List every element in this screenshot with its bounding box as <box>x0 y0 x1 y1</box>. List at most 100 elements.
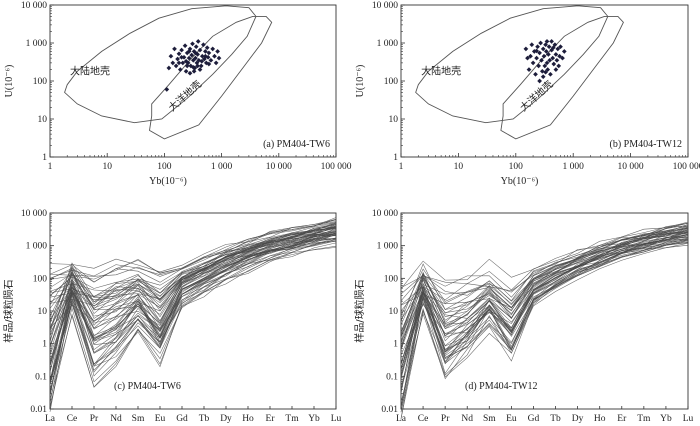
sample-pattern-line <box>400 229 689 346</box>
y-tick-label: 10 000 <box>372 209 398 219</box>
data-point <box>199 58 205 64</box>
data-point <box>186 48 192 54</box>
x-tick-label: Pr <box>441 414 450 424</box>
data-point <box>183 58 189 64</box>
data-point <box>172 46 177 52</box>
sample-pattern-line <box>49 232 337 392</box>
data-point <box>180 60 186 66</box>
data-point <box>547 71 553 77</box>
sample-pattern-line <box>400 235 689 392</box>
sample-pattern-line <box>49 242 337 392</box>
sample-pattern-line <box>49 232 337 334</box>
sample-pattern-line <box>49 223 337 330</box>
sample-pattern-line <box>400 238 689 364</box>
data-point <box>193 44 199 50</box>
data-point <box>197 67 203 73</box>
data-point <box>558 44 563 50</box>
x-tick-label: Sm <box>483 414 496 424</box>
x-tick-label: Nd <box>461 414 473 424</box>
data-point <box>542 63 548 69</box>
data-point <box>166 65 172 71</box>
sample-pattern-line <box>400 224 689 302</box>
panel-label: (a) PM404-TW6 <box>263 139 330 150</box>
data-point <box>191 68 197 74</box>
y-tick-label: 1 000 <box>26 242 48 252</box>
sample-pattern-line <box>400 242 689 419</box>
sample-pattern-line <box>49 245 337 408</box>
y-tick-label: 10 000 <box>21 209 47 219</box>
x-tick-label: 1 <box>399 162 404 172</box>
sample-pattern-line <box>400 231 689 342</box>
sample-pattern-line <box>49 219 337 283</box>
oceanic-crust-label: 大洋地壳 <box>517 78 555 114</box>
data-point <box>545 67 551 73</box>
sample-pattern-line <box>400 221 689 290</box>
sample-pattern-line <box>49 240 337 385</box>
y-tick-label: 1 <box>42 340 47 350</box>
continental-crust-label: 大陆地壳 <box>421 64 461 77</box>
sample-pattern-line <box>400 231 689 350</box>
sample-pattern-line <box>400 225 689 291</box>
data-point <box>193 55 198 61</box>
sample-pattern-line <box>400 230 689 365</box>
data-point <box>544 38 550 44</box>
data-point <box>202 48 208 54</box>
data-point <box>176 51 182 57</box>
data-point <box>213 60 219 66</box>
x-tick-label: Eu <box>506 414 517 424</box>
sample-pattern-line <box>400 227 689 338</box>
data-point <box>176 60 182 66</box>
data-point <box>195 38 201 44</box>
sample-pattern-line <box>49 221 337 273</box>
panel-label: (d) PM404-TW12 <box>465 381 538 392</box>
x-tick-label: 100 000 <box>673 162 700 172</box>
sample-pattern-line <box>400 223 689 326</box>
x-tick-label: La <box>45 414 56 424</box>
data-point <box>204 45 210 51</box>
panel-d-ree-pattern-plot: 0.01 0.1 1 10 100 1 000 10 000 La Ce Pr Nd Sm Eu Gd Tb… <box>353 209 694 424</box>
x-tick-label: Dy <box>220 414 232 424</box>
x-tick-label: Er <box>266 414 276 424</box>
x-tick-label: Er <box>617 414 627 424</box>
y-tick-label: 0.01 <box>381 405 398 415</box>
sample-pattern-line <box>49 232 337 405</box>
y-tick-label: 10 <box>38 307 48 317</box>
x-tick-label: 100 <box>509 162 524 172</box>
sample-pattern-line <box>400 236 689 370</box>
data-point <box>543 48 549 54</box>
data-point <box>184 63 190 69</box>
sample-pattern-line <box>49 233 337 330</box>
x-tick-label: 10 000 <box>266 162 292 172</box>
sample-pattern-line <box>49 227 337 297</box>
data-point <box>529 42 535 48</box>
data-point <box>533 71 538 77</box>
sample-pattern-line <box>400 237 689 364</box>
sample-pattern-line <box>49 241 337 383</box>
sample-pattern-line <box>400 242 689 391</box>
data-point <box>198 63 204 69</box>
sample-pattern-line <box>49 222 337 309</box>
data-point <box>164 86 170 92</box>
data-point <box>175 56 181 62</box>
x-tick-label: 10 <box>102 162 112 172</box>
data-point <box>212 53 217 59</box>
y-tick-label: 1 <box>42 153 47 163</box>
data-point <box>187 70 193 76</box>
data-point <box>182 43 188 49</box>
sample-pattern-line <box>49 234 337 381</box>
data-point <box>540 46 546 52</box>
x-tick-label: 100 000 <box>321 162 352 172</box>
x-tick-label: Lu <box>331 414 342 424</box>
data-point <box>168 53 174 59</box>
data-point <box>535 44 541 50</box>
data-point <box>553 51 559 57</box>
data-point <box>555 46 561 52</box>
data-point <box>550 55 556 61</box>
sample-pattern-line <box>49 217 337 280</box>
y-tick-label: 10 000 <box>372 1 398 11</box>
x-tick-label: Tm <box>285 414 299 424</box>
data-point <box>538 40 544 46</box>
y-tick-label: 100 <box>33 274 48 284</box>
continental-crust-label: 大陆地壳 <box>70 64 110 77</box>
